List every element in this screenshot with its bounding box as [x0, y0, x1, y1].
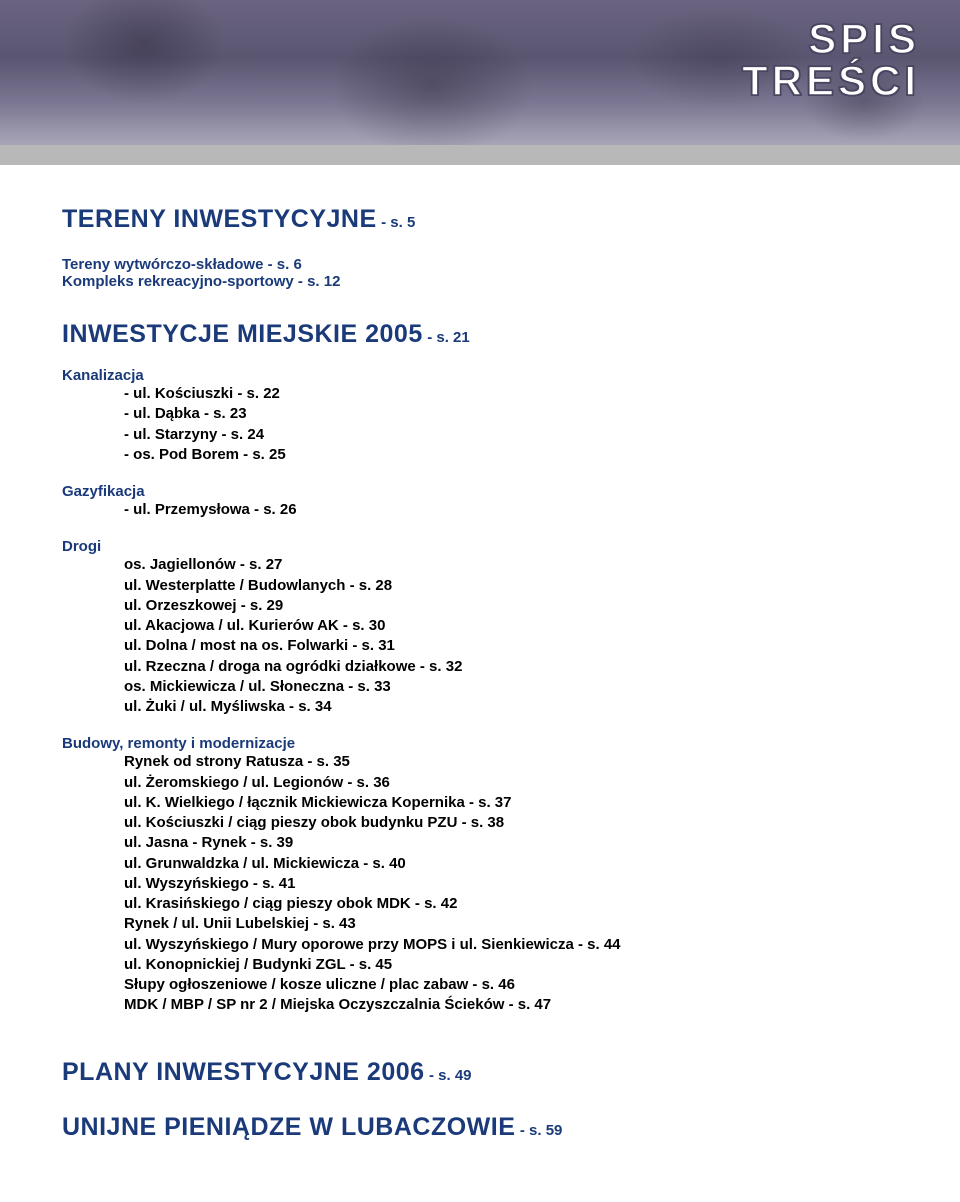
toc-item: ul. Krasińskiego / ciąg pieszy obok MDK … — [62, 894, 910, 914]
content-area: TERENY INWESTYCYJNE - s. 5 Tereny wytwór… — [0, 165, 960, 1172]
group-heading: Drogi — [62, 538, 910, 555]
toc-item: ul. Jasna - Rynek - s. 39 — [62, 833, 910, 853]
toc-item: ul. Wyszyńskiego / Mury oporowe przy MOP… — [62, 935, 910, 955]
toc-item: ul. Akacjowa / ul. Kurierów AK - s. 30 — [62, 616, 910, 636]
toc-item: Słupy ogłoszeniowe / kosze uliczne / pla… — [62, 975, 910, 995]
toc-item: - ul. Starzyny - s. 24 — [62, 425, 910, 445]
section-page: - s. 5 — [381, 214, 415, 231]
group-heading: Budowy, remonty i modernizacje — [62, 735, 910, 752]
toc-item: ul. Orzeszkowej - s. 29 — [62, 596, 910, 616]
group-items: Tereny wytwórczo-składowe - s. 6 Komplek… — [62, 256, 910, 290]
toc-item: Kompleks rekreacyjno-sportowy - s. 12 — [62, 273, 910, 290]
toc-item: MDK / MBP / SP nr 2 / Miejska Oczyszczal… — [62, 995, 910, 1015]
section-page: - s. 21 — [427, 329, 470, 346]
header-banner: SPIS TREŚCI — [0, 0, 960, 145]
toc-item: ul. Żeromskiego / ul. Legionów - s. 36 — [62, 773, 910, 793]
toc-item: Rynek / ul. Unii Lubelskiej - s. 43 — [62, 914, 910, 934]
toc-item: - ul. Przemysłowa - s. 26 — [62, 500, 910, 520]
section-title: PLANY INWESTYCYJNE 2006 — [62, 1058, 425, 1086]
toc-item: ul. Westerplatte / Budowlanych - s. 28 — [62, 576, 910, 596]
toc-item: ul. K. Wielkiego / łącznik Mickiewicza K… — [62, 793, 910, 813]
toc-item: os. Mickiewicza / ul. Słoneczna - s. 33 — [62, 677, 910, 697]
group-heading: Gazyfikacja — [62, 483, 910, 500]
section-inwestycje: INWESTYCJE MIEJSKIE 2005 - s. 21 Kanaliz… — [62, 320, 910, 1016]
toc-item: ul. Rzeczna / droga na ogródki działkowe… — [62, 657, 910, 677]
section-title: INWESTYCJE MIEJSKIE 2005 — [62, 320, 423, 348]
toc-item: os. Jagiellonów - s. 27 — [62, 555, 910, 575]
toc-item: ul. Dolna / most na os. Folwarki - s. 31 — [62, 636, 910, 656]
toc-item: ul. Grunwaldzka / ul. Mickiewicza - s. 4… — [62, 854, 910, 874]
toc-item: ul. Kościuszki / ciąg pieszy obok budynk… — [62, 813, 910, 833]
section-page: - s. 59 — [520, 1122, 563, 1139]
toc-item: - ul. Kościuszki - s. 22 — [62, 384, 910, 404]
toc-item: Tereny wytwórczo-składowe - s. 6 — [62, 256, 910, 273]
section-page: - s. 49 — [429, 1067, 472, 1084]
group-heading: Kanalizacja — [62, 367, 910, 384]
section-title: TERENY INWESTYCYJNE — [62, 205, 377, 233]
header-line-2: TREŚCI — [742, 60, 920, 102]
toc-item: Rynek od strony Ratusza - s. 35 — [62, 752, 910, 772]
section-tereny: TERENY INWESTYCYJNE - s. 5 Tereny wytwór… — [62, 205, 910, 290]
header-title: SPIS TREŚCI — [742, 18, 920, 102]
section-unijne: UNIJNE PIENIĄDZE W LUBACZOWIE - s. 59 — [62, 1113, 910, 1142]
toc-item: - ul. Dąbka - s. 23 — [62, 404, 910, 424]
toc-item: ul. Żuki / ul. Myśliwska - s. 34 — [62, 697, 910, 717]
toc-item: ul. Wyszyńskiego - s. 41 — [62, 874, 910, 894]
gray-strip — [0, 145, 960, 165]
header-line-1: SPIS — [742, 18, 920, 60]
toc-item: ul. Konopnickiej / Budynki ZGL - s. 45 — [62, 955, 910, 975]
toc-item: - os. Pod Borem - s. 25 — [62, 445, 910, 465]
section-plany: PLANY INWESTYCYJNE 2006 - s. 49 — [62, 1058, 910, 1087]
section-title: UNIJNE PIENIĄDZE W LUBACZOWIE — [62, 1113, 515, 1141]
